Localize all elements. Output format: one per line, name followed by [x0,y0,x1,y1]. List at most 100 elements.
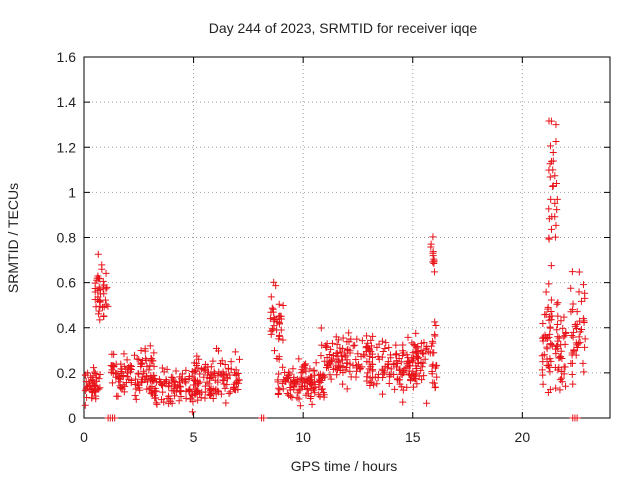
data-point [420,372,428,380]
data-point [100,313,108,321]
data-point [552,138,560,146]
data-point [120,350,128,358]
data-point [138,360,146,368]
data-point [368,353,376,361]
data-point [214,372,222,380]
data-point [321,357,329,365]
data-point [108,379,116,387]
data-point [556,386,564,394]
data-point [567,360,575,368]
data-point [295,355,303,363]
data-point [557,347,565,355]
data-point [573,308,581,316]
data-point [279,363,287,371]
data-point [545,363,553,371]
data-point [281,378,289,386]
data-point [431,384,439,392]
data-point [125,375,133,383]
data-point [145,366,153,374]
data-point [553,206,561,214]
data-point [89,372,97,380]
data-point [196,370,204,378]
data-point [285,391,293,399]
data-point [306,365,314,373]
data-point [220,380,228,388]
data-point [558,368,566,376]
data-point [326,371,334,379]
data-point [577,297,585,305]
data-point [396,365,404,373]
data-point [233,379,241,387]
data-point [387,370,395,378]
x-axis-label: GPS time / hours [291,458,398,474]
data-point [334,358,342,366]
data-point [432,321,440,329]
data-point [555,334,563,342]
data-point [351,341,359,349]
data-point [219,376,227,384]
data-point [547,225,555,233]
data-point [224,365,232,373]
data-point [152,378,160,386]
data-point [409,383,417,391]
data-point [177,393,185,401]
data-point [115,374,123,382]
data-point [321,373,329,381]
data-point [427,243,435,251]
data-point [269,326,277,334]
data-point [195,355,203,363]
data-point [332,362,340,370]
data-point [333,340,341,348]
data-point [191,367,199,375]
data-point [193,388,201,396]
axes [83,56,611,419]
data-point [544,305,552,313]
data-point [354,350,362,358]
data-point [327,375,335,383]
data-point [341,353,349,361]
data-point [201,394,209,402]
data-point [134,369,142,377]
data-point [260,414,268,422]
data-point [274,390,282,398]
data-point [134,379,142,387]
data-point [389,360,397,368]
data-point [401,364,409,372]
data-point [201,367,209,375]
data-point [423,399,431,407]
data-point [84,369,92,377]
data-point [158,381,166,389]
data-point [413,352,421,360]
data-point [308,400,316,408]
data-point [405,359,413,367]
data-point [568,371,576,379]
data-point [275,335,283,343]
data-point [296,402,304,410]
data-point [403,351,411,359]
data-point [135,370,143,378]
data-point [207,392,215,400]
data-point [557,353,565,361]
data-point [186,395,194,403]
data-point [311,383,319,391]
data-point [395,366,403,374]
data-point [557,317,565,325]
data-point [579,281,587,289]
data-point [148,387,156,395]
data-point [581,335,589,343]
data-point [151,394,159,402]
data-point [108,350,116,358]
data-point [569,333,577,341]
data-point [275,331,283,339]
data-point [541,331,549,339]
data-point [91,296,99,304]
data-point [285,371,293,379]
data-point [544,389,552,397]
data-point [123,356,131,364]
y-tick-label: 0.8 [57,230,77,246]
data-point [399,349,407,357]
data-point [300,376,308,384]
data-point [150,362,158,370]
data-point [546,368,554,376]
data-point [190,381,198,389]
